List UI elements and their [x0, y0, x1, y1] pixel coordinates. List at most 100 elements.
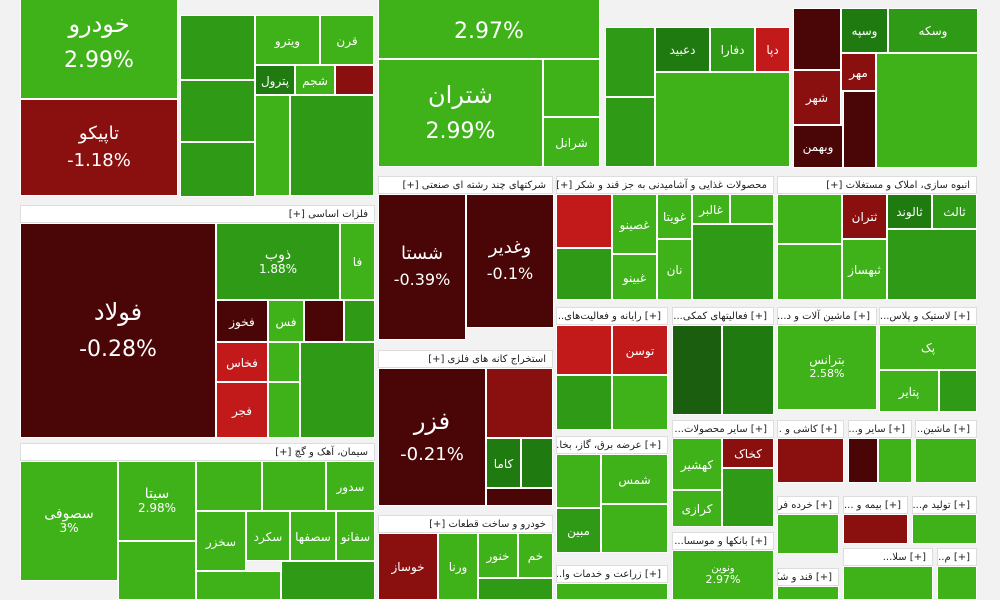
tile-salvand[interactable]: ثالوند — [887, 194, 932, 229]
sector-header-ceramic[interactable]: [+] کاشی و ... — [777, 420, 844, 438]
tile-sodor[interactable]: سدور — [326, 461, 375, 511]
tile-small[interactable] — [290, 95, 374, 196]
tile-small[interactable] — [672, 325, 722, 415]
sector-header-machinery2[interactable]: [+] ماشین... — [915, 420, 977, 438]
tile-dfara[interactable]: دفارا — [710, 27, 755, 72]
tile-small[interactable] — [605, 27, 655, 97]
tile-vbahman[interactable]: وبهمن — [793, 125, 843, 168]
tile-small[interactable] — [556, 248, 612, 300]
tile-small[interactable] — [268, 382, 300, 438]
tile-shejam[interactable]: شجم — [295, 65, 335, 95]
tile-small[interactable] — [556, 583, 668, 600]
tile-khavsaz[interactable]: خوساز — [378, 533, 438, 600]
tile-small[interactable] — [486, 488, 553, 506]
sector-header-agri[interactable]: [+] زراعت و خدمات وا... — [556, 565, 668, 583]
tile-small[interactable] — [118, 541, 196, 600]
tile-dpa[interactable]: دپا — [755, 27, 790, 72]
tile-small[interactable] — [730, 194, 774, 224]
tile-sakhzar[interactable]: سخزر — [196, 511, 246, 571]
tile-small[interactable] — [612, 375, 668, 430]
tile-small[interactable] — [601, 504, 668, 553]
tile-petrol[interactable]: پترول — [255, 65, 295, 95]
tile-pataer[interactable]: پتایر — [879, 370, 939, 412]
tile-small[interactable] — [843, 91, 876, 168]
sector-header-machinery[interactable]: [+] ماشین آلات و د... — [777, 307, 877, 325]
tile-small[interactable] — [556, 454, 601, 508]
sector-header-construction[interactable]: انبوه سازی، املاک و مستغلات [+] — [777, 176, 977, 194]
tile-small[interactable] — [777, 586, 839, 600]
sector-header-insurance[interactable]: [+] بیمه و ... — [843, 496, 908, 514]
sector-header-auto[interactable]: خودرو و ساخت قطعات [+] — [378, 515, 553, 533]
tile-beterans[interactable]: بترانس 2.58% — [777, 325, 877, 410]
tile-small[interactable] — [655, 72, 790, 167]
tile-fas[interactable]: فس — [268, 300, 304, 342]
sector-header-plastic[interactable]: [+] لاستیک و پلاس... — [879, 307, 977, 325]
tile-small[interactable] — [180, 15, 255, 80]
tile-debid[interactable]: دعبید — [655, 27, 710, 72]
tile-shasta[interactable]: شستا -0.39% — [378, 194, 466, 340]
tile-small[interactable] — [722, 468, 774, 527]
sector-header-basic-metals[interactable]: فلزات اساسی [+] — [20, 205, 375, 223]
sector-header-power[interactable]: [+] عرضه برق، گاز، بخا... — [556, 436, 668, 454]
tile-shahr[interactable]: شهر — [793, 70, 841, 125]
tile-varna[interactable]: ورنا — [438, 533, 478, 600]
sector-header-multi-industry[interactable]: شرکتهای چند رشته ای صنعتی [+] — [378, 176, 553, 194]
tile-vsekeh[interactable]: وسکه — [888, 8, 978, 53]
tile-small[interactable] — [262, 461, 326, 511]
tile-shatran[interactable]: شتران 2.99% — [378, 59, 543, 167]
tile-small[interactable] — [876, 53, 978, 168]
tile-sakord[interactable]: سکرد — [246, 511, 290, 561]
tile-fakhas[interactable]: فخاس — [216, 342, 268, 382]
tile-sasran[interactable]: ثتران — [842, 194, 887, 239]
tile-small[interactable] — [521, 438, 553, 488]
tile-small[interactable] — [939, 370, 977, 412]
sector-header-other-s[interactable]: [+] سایر و... — [848, 420, 912, 438]
tile-small[interactable] — [887, 229, 977, 300]
tile-top-big[interactable]: 2.97% — [378, 0, 600, 59]
tile-ghayta[interactable]: غویتا — [657, 194, 692, 239]
tile-sasfha[interactable]: سصفها — [290, 511, 336, 561]
tile-safano[interactable]: سفانو — [336, 511, 375, 561]
tile-fajar[interactable]: فجر — [216, 382, 268, 438]
tile-small[interactable] — [300, 342, 375, 438]
sector-header-other-products[interactable]: [+] سایر محصولات... — [672, 420, 774, 438]
tile-small[interactable] — [777, 244, 842, 300]
tile-small[interactable] — [196, 571, 281, 600]
tile-vesapa[interactable]: وسپه — [841, 8, 888, 53]
tile-mahr[interactable]: مهر — [841, 53, 876, 91]
tile-small[interactable] — [335, 65, 374, 95]
tile-ghsino[interactable]: غصینو — [612, 194, 657, 254]
tile-small[interactable] — [478, 578, 553, 600]
tile-bork[interactable]: پک — [879, 325, 977, 370]
tile-shams[interactable]: شمس — [601, 454, 668, 504]
tile-ghbino[interactable]: غبینو — [612, 254, 657, 300]
tile-small[interactable] — [777, 438, 844, 483]
sector-header-metal-mining[interactable]: استخراج کانه های فلزی [+] — [378, 350, 553, 368]
tile-tbahsaz[interactable]: ثبهساز — [842, 239, 887, 300]
tile-small[interactable] — [180, 142, 255, 197]
tile-toson[interactable]: توسن — [612, 325, 668, 375]
tile-fazar[interactable]: فزر -0.21% — [378, 368, 486, 506]
tile-small[interactable] — [777, 514, 839, 554]
tile-kama[interactable]: کاما — [486, 438, 521, 488]
tile-small[interactable] — [196, 461, 262, 511]
tile-khak[interactable]: کخاک — [722, 438, 774, 468]
sector-header-production[interactable]: [+] تولید م... — [912, 496, 977, 514]
tile-small[interactable] — [915, 438, 977, 483]
tile-small[interactable] — [556, 194, 612, 248]
tile-fakhoz[interactable]: فخوز — [216, 300, 268, 342]
tile-small[interactable] — [912, 514, 977, 544]
tile-shrral[interactable]: شرانل — [543, 117, 600, 167]
tile-kheshir[interactable]: کهشیر — [672, 438, 722, 490]
tile-vaghadir[interactable]: وغدیر -0.1% — [466, 194, 554, 328]
sector-header-retail[interactable]: [+] خرده فر... — [777, 496, 839, 514]
tile-small[interactable] — [692, 224, 774, 300]
tile-vipetro[interactable]: ویترو — [255, 15, 320, 65]
tile-khodro[interactable]: خودرو 2.99% — [20, 0, 178, 99]
tile-small[interactable] — [556, 325, 612, 375]
tile-small[interactable] — [486, 368, 553, 438]
tile-zob[interactable]: ذوب 1.88% — [216, 223, 340, 300]
tile-small[interactable] — [937, 566, 977, 600]
tile-small[interactable] — [605, 97, 655, 167]
sector-header-hs[interactable]: [+] سلا... — [843, 548, 933, 566]
